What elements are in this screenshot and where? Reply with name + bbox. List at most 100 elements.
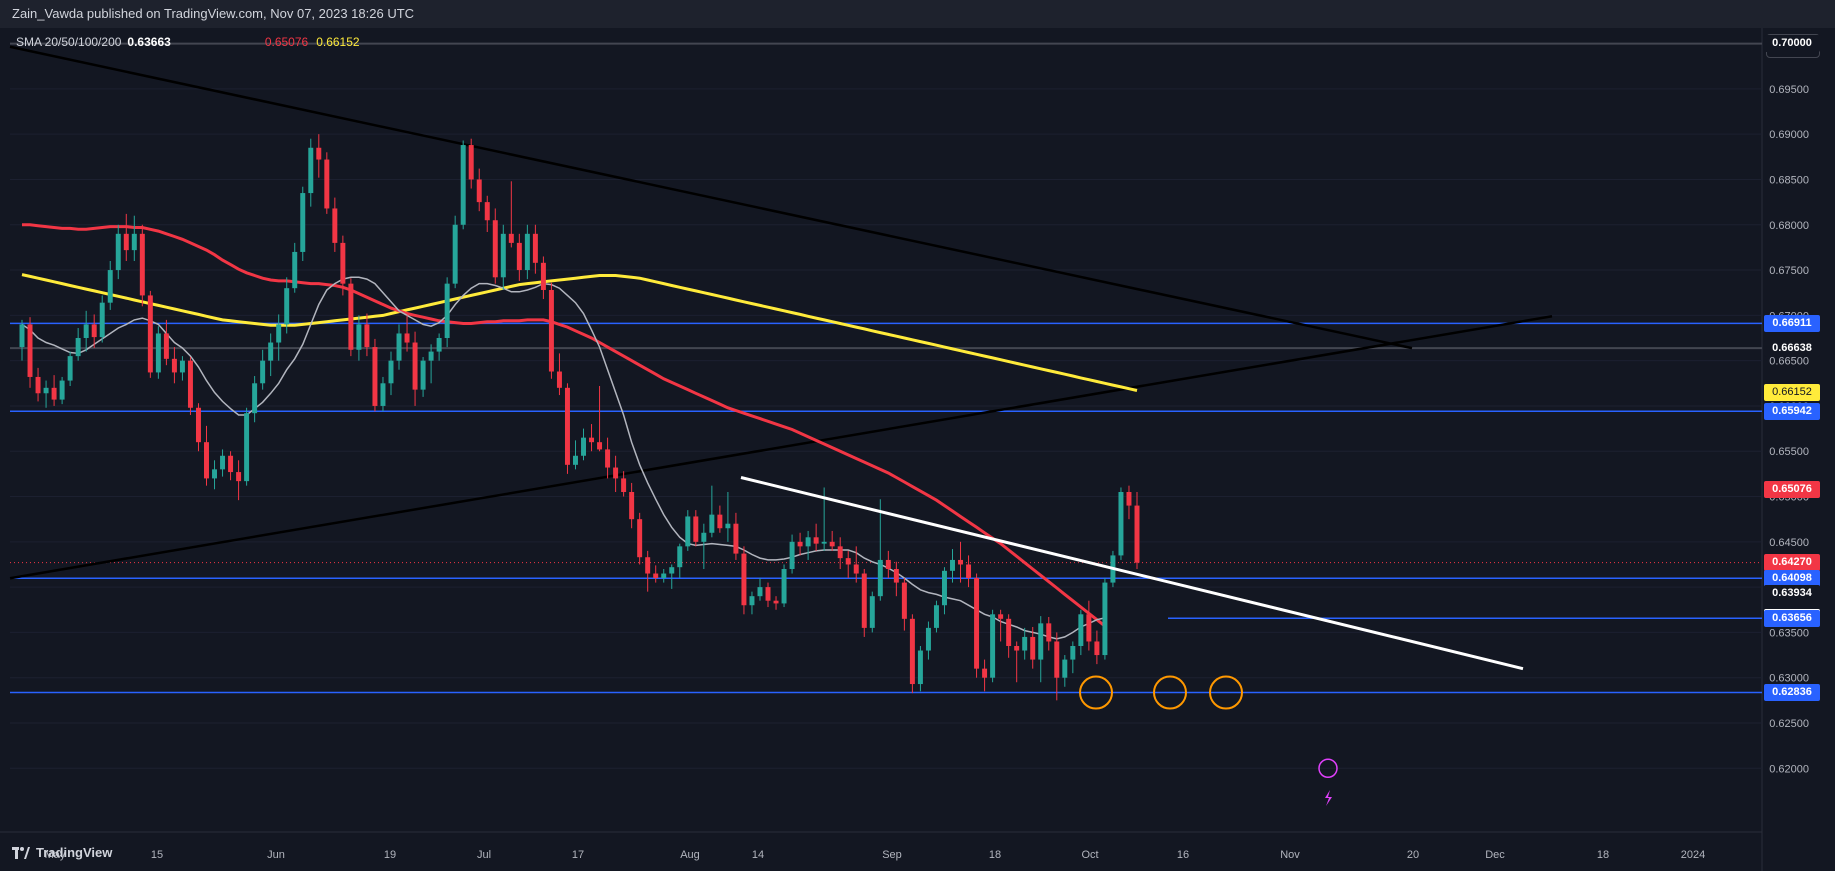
candle-body — [573, 455, 578, 465]
x-tick-label: 19 — [384, 849, 396, 861]
candle-body — [364, 324, 370, 348]
x-tick-label: Nov — [1280, 849, 1300, 861]
candle-body — [733, 523, 739, 554]
support-touch-circle — [1209, 675, 1243, 710]
y-tick-label: 0.69500 — [1769, 84, 1809, 96]
candle-body — [444, 283, 450, 338]
event-icon — [1318, 758, 1338, 779]
y-tick-label: 0.63000 — [1769, 673, 1809, 685]
sma100-line — [22, 223, 1106, 628]
candle-body — [797, 541, 803, 547]
candle-body — [564, 387, 570, 465]
legend-indicator-name: SMA 20/50/100/200 — [16, 35, 122, 49]
candle-body — [460, 145, 466, 225]
candle-body — [789, 541, 795, 569]
candle-body — [484, 202, 490, 221]
candle-body — [869, 596, 875, 628]
candle-body — [693, 516, 699, 542]
candle-body — [645, 557, 651, 574]
candle-body — [837, 546, 843, 559]
candle-body — [532, 233, 538, 263]
candle-body — [741, 553, 747, 606]
price-tag-0.64098: 0.64098 — [1764, 569, 1820, 587]
candle-body — [508, 233, 514, 243]
candle-body — [308, 147, 314, 194]
candle-body — [412, 342, 418, 390]
candle-body — [1022, 636, 1028, 651]
candle-body — [805, 537, 811, 547]
candle-body — [998, 614, 1004, 619]
candle-body — [380, 383, 386, 406]
tradingview-logo[interactable]: TradingView — [12, 845, 112, 860]
price-tag-0.66638: 0.66638 — [1764, 339, 1820, 357]
candle-body — [765, 587, 771, 601]
x-tick-label: 18 — [1597, 849, 1609, 861]
legend-sma100-value: 0.65076 — [264, 35, 309, 49]
candle-body — [1118, 492, 1124, 556]
support-touch-circle — [1079, 675, 1113, 710]
legend-sma200-value: 0.66152 — [316, 35, 360, 49]
candle-body — [717, 514, 723, 529]
candle-body — [1014, 646, 1020, 651]
candle-body — [524, 233, 530, 271]
descending-trendline — [9, 45, 1413, 350]
ascending-trendline — [9, 315, 1553, 580]
candle-body — [300, 193, 306, 252]
tradingview-logo-icon — [12, 846, 30, 859]
candle-body — [1006, 618, 1012, 646]
candle-body — [685, 516, 691, 547]
candle-body — [452, 224, 458, 284]
x-tick-label: Oct — [1081, 849, 1098, 861]
candle-body — [236, 472, 242, 482]
candle-body — [27, 324, 33, 377]
candle-body — [67, 356, 73, 381]
x-tick-label: 14 — [752, 849, 764, 861]
candle-body — [99, 302, 105, 338]
candle-body — [861, 573, 867, 628]
price-tag-0.66152: 0.66152 — [1764, 383, 1820, 401]
candle-body — [589, 437, 595, 443]
candle-body — [476, 179, 482, 203]
price-tag-0.65076: 0.65076 — [1764, 481, 1820, 499]
x-tick-label: 16 — [1177, 849, 1189, 861]
candle-body — [669, 567, 675, 574]
candle-body — [1134, 505, 1140, 563]
brand-name: TradingView — [36, 845, 113, 860]
top-bar: Zain_Vawda published on TradingView.com,… — [0, 0, 1835, 28]
candle-body — [388, 360, 394, 384]
candle-body — [901, 582, 907, 619]
y-tick-label: 0.68500 — [1769, 174, 1809, 186]
candle-body — [428, 351, 434, 361]
candle-body — [163, 333, 169, 359]
x-tick-label: Jul — [477, 849, 491, 861]
candle-body — [613, 467, 619, 479]
price-tag-0.66911: 0.66911 — [1764, 314, 1820, 332]
candle-body — [59, 380, 65, 400]
indicator-legend[interactable]: SMA 20/50/100/200 0.63663 0.65076 0.6615… — [16, 35, 360, 49]
candle-body — [123, 233, 129, 251]
y-tick-label: 0.67500 — [1769, 265, 1809, 277]
candle-body — [821, 541, 827, 544]
candle-body — [1078, 614, 1084, 646]
candle-body — [781, 569, 787, 604]
candle-body — [990, 614, 996, 678]
candle-body — [260, 360, 266, 384]
candle-body — [91, 324, 97, 338]
candle-body — [43, 387, 49, 394]
candle-body — [1086, 614, 1092, 642]
candle-body — [195, 407, 201, 443]
candle-body — [773, 600, 779, 604]
candle-body — [677, 546, 683, 568]
candle-body — [1054, 641, 1060, 678]
candle-body — [348, 283, 354, 350]
candle-body — [75, 338, 81, 357]
x-tick-label: Jun — [267, 849, 285, 861]
candle-body — [885, 559, 891, 569]
candle-body — [83, 324, 89, 338]
sma20-line — [21, 276, 1106, 640]
price-tag-0.70000: 0.70000 — [1764, 35, 1820, 53]
candle-body — [597, 442, 603, 450]
candle-body — [925, 627, 931, 651]
candle-body — [276, 324, 282, 343]
